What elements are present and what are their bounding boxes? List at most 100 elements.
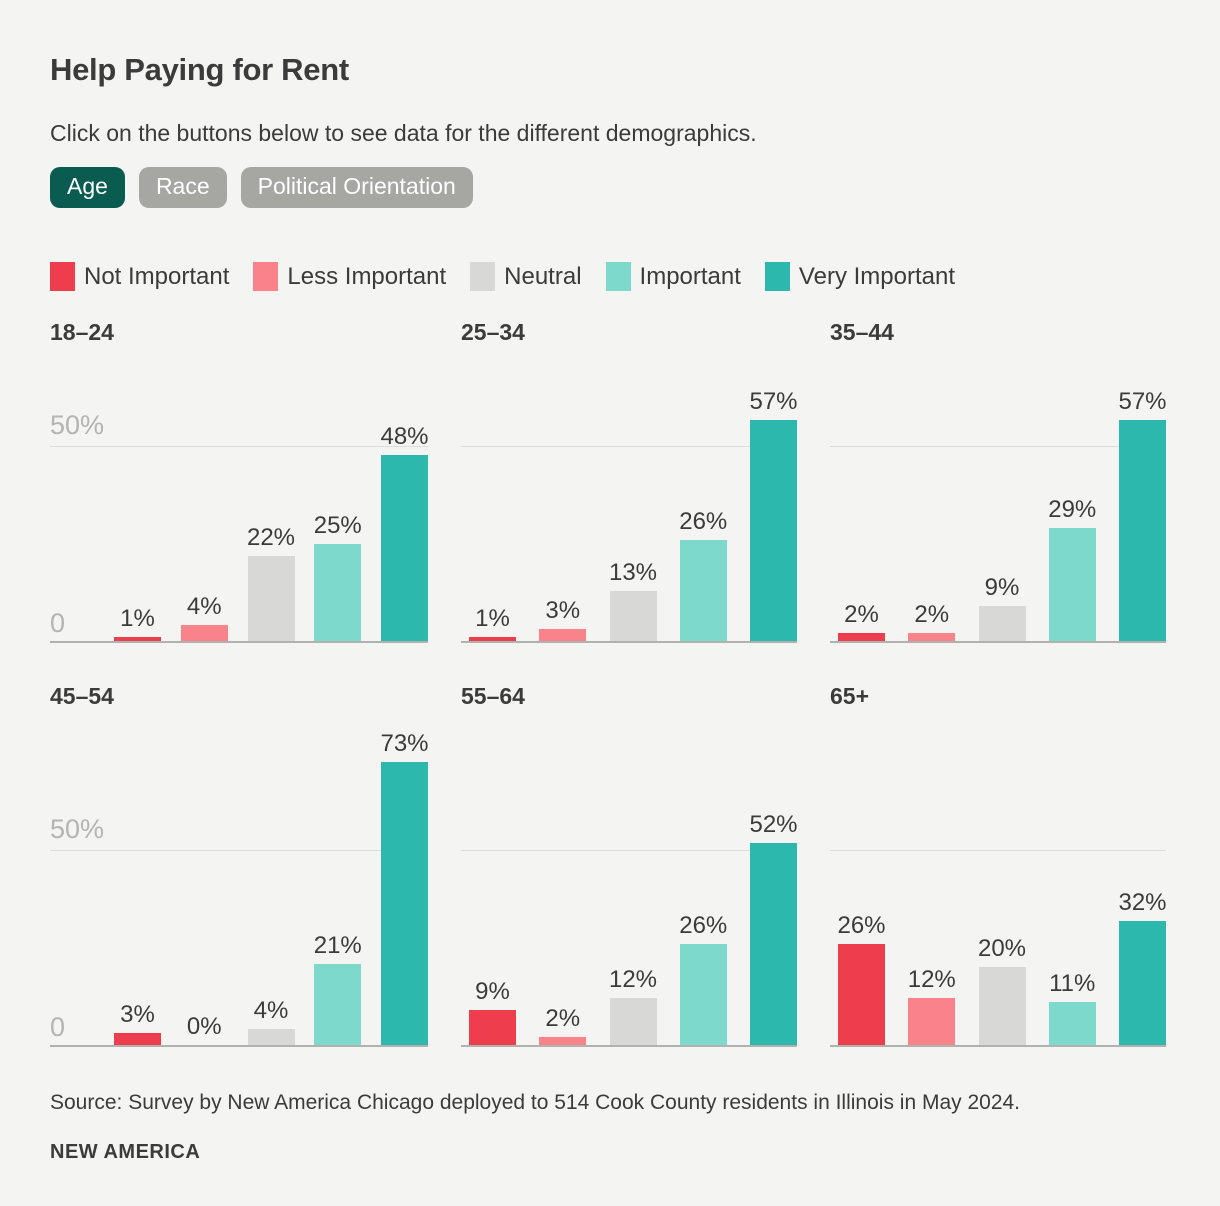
bargroup-neutral: 9% xyxy=(978,573,1026,641)
bar-neutral xyxy=(247,1029,295,1045)
bargroup-important: 26% xyxy=(679,911,728,1045)
page-title: Help Paying for Rent xyxy=(50,52,349,87)
bar-not-important xyxy=(469,637,516,641)
legend-item-less-important: Less Important xyxy=(253,262,446,291)
bar-value-label: 22% xyxy=(246,523,296,551)
bargroup-not-important: 1% xyxy=(114,604,161,641)
chart-group-label: 65+ xyxy=(830,683,870,709)
bar-value-label: 21% xyxy=(313,931,362,959)
bar-very-important xyxy=(750,843,797,1045)
legend-label: Not Important xyxy=(84,262,230,290)
chart-group-label: 55–64 xyxy=(461,683,525,709)
bargroup-very-important: 57% xyxy=(749,387,798,641)
bar-very-important xyxy=(381,455,428,641)
gridline-50pct xyxy=(50,850,428,851)
bargroup-important: 26% xyxy=(679,507,728,641)
bar-neutral xyxy=(609,998,657,1045)
bar-very-important xyxy=(1119,921,1166,1045)
bars-row: 3% 0% 4% 21% 73% xyxy=(50,714,429,1045)
legend-label: Very Important xyxy=(798,262,955,290)
bargroup-not-important: 3% xyxy=(114,1000,161,1045)
plot-area: 26% 12% 20% 11% 32% xyxy=(830,714,1167,1047)
bar-value-label: 2% xyxy=(844,600,879,628)
bar-value-label: 52% xyxy=(749,810,798,838)
bar-value-label: 0% xyxy=(186,1012,222,1040)
bargroup-less-important: 2% xyxy=(908,601,956,641)
bargroup-very-important: 73% xyxy=(380,729,429,1045)
demographic-button-political-orientation[interactable]: Political Orientation xyxy=(240,167,473,208)
bargroup-neutral: 13% xyxy=(609,559,657,641)
y-axis-tick-50: 50% xyxy=(50,410,105,440)
source-note: Source: Survey by New America Chicago de… xyxy=(50,1091,1021,1114)
bar-less-important xyxy=(539,1037,587,1045)
legend-label: Less Important xyxy=(287,262,447,290)
chart-panel-55-64: 55–64 9% 2% 12% 26% 52% xyxy=(461,683,798,1047)
bar-value-label: 3% xyxy=(120,1000,155,1028)
chart-panel-45-54: 45–54 50% 0 3% 0% 4% 21% 73% xyxy=(50,683,429,1047)
legend-label: Important xyxy=(639,262,741,290)
bar-very-important xyxy=(381,762,428,1045)
bar-value-label: 25% xyxy=(313,511,362,539)
bar-important xyxy=(679,944,727,1045)
bar-value-label: 4% xyxy=(253,996,289,1024)
bars-row: 9% 2% 12% 26% 52% xyxy=(461,714,798,1045)
chart-panel-18-24: 18–24 50% 0 1% 4% 22% 25% 48% xyxy=(50,319,429,643)
bar-value-label: 26% xyxy=(679,507,728,535)
legend-swatch-not-important xyxy=(50,262,75,291)
gridline-50pct xyxy=(50,446,428,447)
charts-grid: 18–24 50% 0 1% 4% 22% 25% 48% 25–34 1% 3% 13% 26% 57%… xyxy=(50,319,1170,1047)
bar-important xyxy=(679,540,727,641)
bargroup-not-important: 9% xyxy=(469,977,516,1045)
demographic-button-age[interactable]: Age xyxy=(50,167,125,208)
bargroup-very-important: 48% xyxy=(380,422,429,641)
bar-value-label: 3% xyxy=(545,596,581,624)
bar-less-important xyxy=(908,998,956,1045)
y-axis-tick-0: 0 xyxy=(50,608,66,638)
bar-neutral xyxy=(978,967,1026,1045)
bar-value-label: 20% xyxy=(977,934,1027,962)
bargroup-neutral: 22% xyxy=(246,523,296,641)
legend-item-very-important: Very Important xyxy=(764,262,955,291)
bar-value-label: 26% xyxy=(679,911,728,939)
bar-very-important xyxy=(750,420,797,641)
gridline-50pct xyxy=(461,850,797,851)
legend-item-neutral: Neutral xyxy=(470,262,582,291)
legend-swatch-less-important xyxy=(253,262,279,291)
bargroup-not-important: 2% xyxy=(838,600,885,641)
bargroup-important: 25% xyxy=(313,511,362,641)
bar-less-important xyxy=(180,625,228,641)
bargroup-neutral: 12% xyxy=(609,966,657,1045)
bar-not-important xyxy=(838,633,885,641)
bar-value-label: 48% xyxy=(380,422,429,450)
chart-group-label: 25–34 xyxy=(461,319,525,345)
legend: Not Important Less Important Neutral Import… xyxy=(50,262,1170,291)
demographic-button-race[interactable]: Race xyxy=(138,167,227,208)
bar-value-label: 9% xyxy=(984,573,1020,601)
y-axis-tick-0: 0 xyxy=(50,1012,66,1042)
bargroup-less-important: 2% xyxy=(539,1004,587,1045)
bargroup-very-important: 32% xyxy=(1118,889,1167,1045)
bar-neutral xyxy=(609,591,657,641)
plot-area: 50% 0 1% 4% 22% 25% 48% xyxy=(50,350,429,643)
bar-value-label: 1% xyxy=(120,604,155,632)
bar-value-label: 2% xyxy=(545,1004,581,1032)
chart-panel-65: 65+ 26% 12% 20% 11% 32% xyxy=(830,683,1167,1047)
bar-value-label: 1% xyxy=(475,604,510,632)
y-axis-tick-50: 50% xyxy=(50,814,105,844)
bar-value-label: 9% xyxy=(475,977,510,1005)
bargroup-neutral: 4% xyxy=(247,996,295,1045)
bargroup-important: 11% xyxy=(1048,969,1096,1045)
bar-value-label: 11% xyxy=(1049,969,1096,997)
bars-row: 2% 2% 9% 29% 57% xyxy=(830,350,1167,641)
bar-neutral xyxy=(978,606,1026,641)
bargroup-less-important: 0% xyxy=(181,1012,228,1045)
bar-very-important xyxy=(1119,420,1166,641)
bars-row: 1% 3% 13% 26% 57% xyxy=(461,350,798,641)
bar-value-label: 73% xyxy=(380,729,429,757)
legend-swatch-neutral xyxy=(470,262,496,291)
plot-area: 9% 2% 12% 26% 52% xyxy=(461,714,798,1047)
bargroup-very-important: 52% xyxy=(749,810,798,1045)
bar-not-important xyxy=(114,637,161,641)
bar-value-label: 57% xyxy=(749,387,798,415)
bargroup-neutral: 20% xyxy=(977,934,1027,1045)
